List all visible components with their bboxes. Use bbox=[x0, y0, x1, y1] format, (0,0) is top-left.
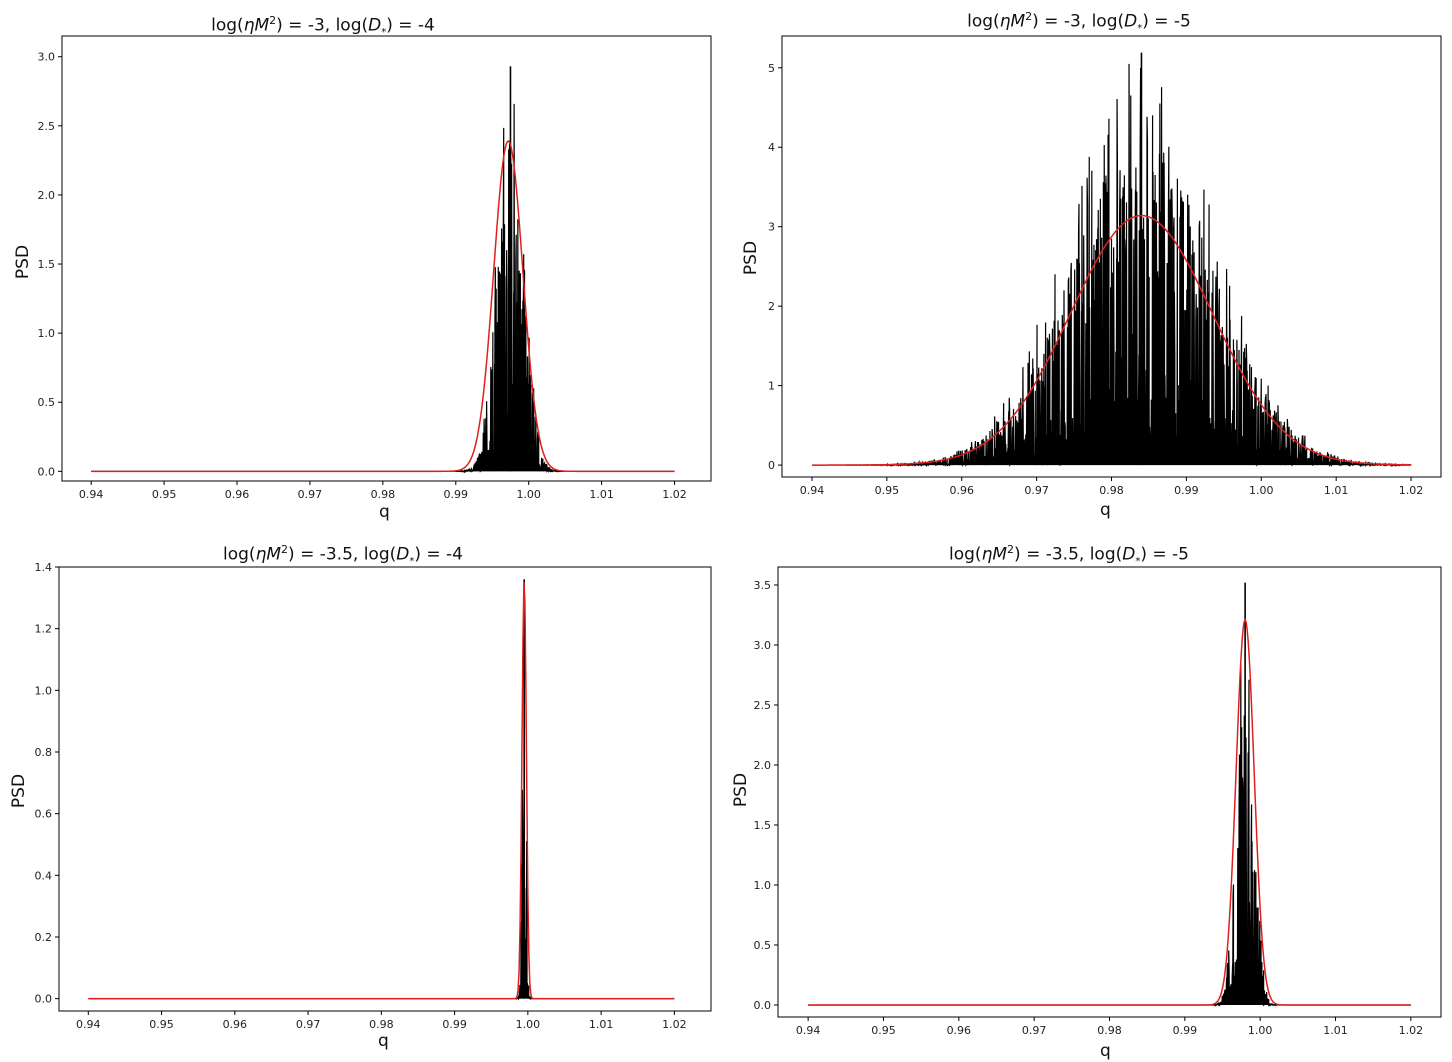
x-tick-label: 0.98 bbox=[369, 1018, 394, 1031]
x-tick-label: 1.01 bbox=[589, 488, 614, 501]
y-tick-label: 0.0 bbox=[35, 993, 53, 1006]
y-tick-label: 3.5 bbox=[754, 579, 772, 592]
y-tick-label: 4 bbox=[768, 141, 775, 154]
y-tick-label: 0.0 bbox=[38, 465, 56, 478]
chart-title: log(ηM2) = -3, log(D*) = -4 bbox=[211, 14, 435, 39]
x-tick-label: 0.99 bbox=[442, 1018, 467, 1031]
y-axis-label: PSD bbox=[9, 773, 30, 809]
fit-series-line bbox=[811, 214, 1412, 466]
fit-series-line bbox=[91, 140, 675, 473]
psd-series-line bbox=[811, 63, 1412, 468]
chart-panel-top-right: log(ηM2) = -3, log(D*) = -5 0.94 0.95 0.96… bbox=[726, 0, 1452, 531]
y-tick-label: 1.0 bbox=[38, 327, 56, 340]
y-tick-label: 1.5 bbox=[38, 258, 56, 271]
y-tick-label: 3.0 bbox=[38, 51, 56, 64]
y-tick-label: 0 bbox=[768, 459, 775, 472]
x-tick-label: 1.00 bbox=[516, 488, 541, 501]
x-axis-label: q bbox=[1100, 500, 1111, 520]
x-tick-label: 0.96 bbox=[949, 484, 974, 497]
chart-svg: 0.94 0.95 0.96 0.97 0.98 0.99 1.00 1.01 1.02 0 1 2 3… bbox=[768, 35, 1442, 497]
x-tick-label: 0.97 bbox=[298, 488, 323, 501]
chart-title: log(ηM2) = -3.5, log(D*) = -5 bbox=[949, 543, 1189, 568]
y-tick-label: 2.0 bbox=[754, 759, 772, 772]
y-tick-label: 1.0 bbox=[35, 684, 53, 697]
y-tick-label: 0.2 bbox=[35, 931, 53, 944]
x-tick-label: 0.95 bbox=[152, 488, 177, 501]
chart-panel-bottom-left: log(ηM2) = -3.5, log(D*) = -4 0.94 0.95 0.… bbox=[0, 531, 726, 1062]
y-tick-label: 1.5 bbox=[754, 819, 772, 832]
x-tick-label: 0.94 bbox=[76, 1018, 101, 1031]
y-tick-label: 2 bbox=[768, 300, 775, 313]
x-axis-label: q bbox=[378, 1031, 389, 1051]
plot-frame bbox=[58, 566, 712, 1012]
y-tick-label: 1.2 bbox=[35, 623, 53, 636]
y-axis-label: PSD bbox=[741, 240, 762, 276]
x-tick-label: 1.02 bbox=[1399, 1024, 1424, 1037]
x-tick-label: 0.95 bbox=[149, 1018, 174, 1031]
y-tick-label: 1.0 bbox=[754, 879, 772, 892]
x-tick-label: 0.94 bbox=[800, 484, 825, 497]
x-tick-label: 0.95 bbox=[871, 1024, 896, 1037]
y-tick-label: 2.0 bbox=[38, 189, 56, 202]
psd-series-line bbox=[808, 664, 1411, 1008]
y-tick-label: 1 bbox=[768, 380, 775, 393]
x-tick-label: 0.97 bbox=[296, 1018, 321, 1031]
x-tick-label: 0.96 bbox=[947, 1024, 972, 1037]
x-tick-label: 0.95 bbox=[875, 484, 900, 497]
psd-series-line bbox=[88, 789, 675, 1001]
x-axis-label: q bbox=[1100, 1041, 1111, 1061]
chart-svg: 0.94 0.95 0.96 0.97 0.98 0.99 1.00 1.01 1.02 0.0 0… bbox=[35, 561, 712, 1031]
x-tick-label: 0.99 bbox=[444, 488, 469, 501]
y-tick-label: 0.4 bbox=[35, 869, 53, 882]
x-tick-label: 0.96 bbox=[225, 488, 250, 501]
y-tick-label: 0.0 bbox=[754, 999, 772, 1012]
x-tick-label: 1.01 bbox=[1323, 1024, 1348, 1037]
plot-frame bbox=[61, 35, 712, 482]
x-tick-label: 1.02 bbox=[662, 1018, 687, 1031]
x-tick-label: 0.97 bbox=[1022, 1024, 1047, 1037]
x-tick-label: 1.00 bbox=[516, 1018, 541, 1031]
fit-series-line bbox=[808, 617, 1411, 1006]
x-tick-label: 0.97 bbox=[1024, 484, 1049, 497]
y-tick-label: 1.4 bbox=[35, 561, 53, 574]
chart-panel-bottom-right: log(ηM2) = -3.5, log(D*) = -5 0.94 0.95 0.… bbox=[726, 531, 1452, 1062]
x-tick-label: 0.94 bbox=[79, 488, 104, 501]
x-tick-label: 0.94 bbox=[796, 1024, 821, 1037]
y-tick-label: 0.8 bbox=[35, 746, 53, 759]
x-tick-label: 1.00 bbox=[1248, 1024, 1273, 1037]
x-axis-label: q bbox=[379, 502, 390, 522]
x-tick-label: 1.01 bbox=[1324, 484, 1349, 497]
x-tick-label: 1.01 bbox=[589, 1018, 614, 1031]
x-tick-label: 0.96 bbox=[223, 1018, 248, 1031]
y-axis-label: PSD bbox=[13, 244, 34, 280]
x-tick-label: 0.99 bbox=[1174, 484, 1199, 497]
chart-title: log(ηM2) = -3.5, log(D*) = -4 bbox=[223, 543, 463, 568]
y-tick-label: 3.0 bbox=[754, 639, 772, 652]
chart-panel-top-left: log(ηM2) = -3, log(D*) = -4 0.94 0.95 0.96… bbox=[0, 0, 726, 531]
y-tick-label: 2.5 bbox=[38, 120, 56, 133]
y-axis-label: PSD bbox=[731, 772, 752, 808]
x-tick-label: 1.02 bbox=[662, 488, 687, 501]
x-tick-label: 0.99 bbox=[1173, 1024, 1198, 1037]
x-tick-label: 0.98 bbox=[1097, 1024, 1122, 1037]
x-tick-label: 0.98 bbox=[1099, 484, 1124, 497]
chart-svg: 0.94 0.95 0.96 0.97 0.98 0.99 1.00 1.01 1.02 0.0 0… bbox=[754, 566, 1442, 1037]
fit-series-line bbox=[88, 581, 675, 1000]
chart-title: log(ηM2) = -3, log(D*) = -5 bbox=[967, 10, 1191, 35]
x-tick-label: 0.98 bbox=[371, 488, 396, 501]
y-tick-label: 5 bbox=[768, 62, 775, 75]
y-tick-label: 0.5 bbox=[38, 396, 56, 409]
y-tick-label: 0.5 bbox=[754, 939, 772, 952]
plot-frame bbox=[777, 566, 1442, 1018]
x-tick-label: 1.02 bbox=[1399, 484, 1424, 497]
y-tick-label: 0.6 bbox=[35, 808, 53, 821]
y-tick-label: 2.5 bbox=[754, 699, 772, 712]
x-tick-label: 1.00 bbox=[1249, 484, 1274, 497]
psd-series-line bbox=[91, 103, 675, 474]
chart-svg: 0.94 0.95 0.96 0.97 0.98 0.99 1.00 1.01 1.02 0.0 0… bbox=[38, 35, 712, 501]
y-tick-label: 3 bbox=[768, 221, 775, 234]
